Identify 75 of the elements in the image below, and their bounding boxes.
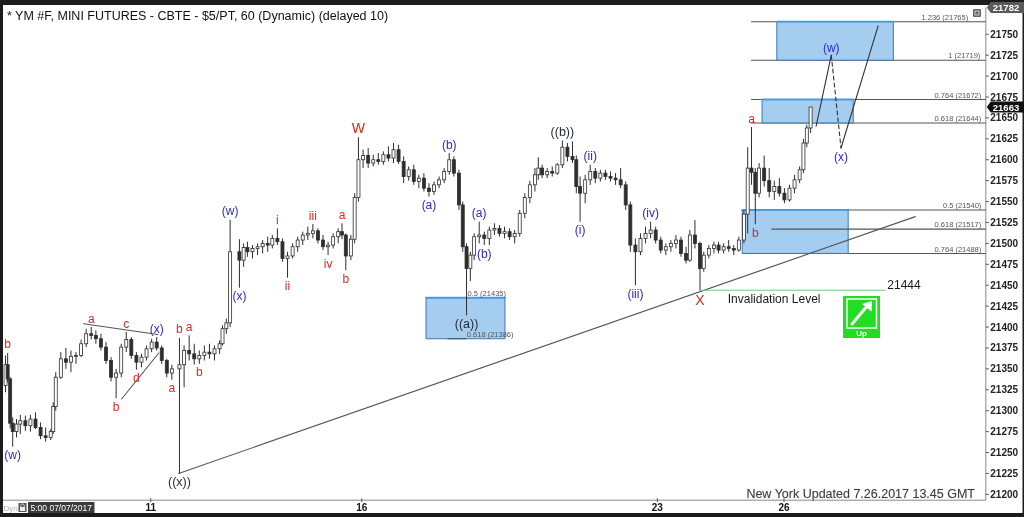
annotation: ((x)): [168, 475, 191, 490]
annotation: iii: [308, 208, 317, 223]
y-tick-label: 21375: [990, 342, 1019, 354]
candlestick: [237, 238, 242, 289]
y-tick-label: 21700: [990, 70, 1019, 82]
chart-title: * YM #F, MINI FUTURES - CBTE - $5/PT, 60 (Dynamic) (delayed 10): [7, 9, 389, 23]
annotation: (iii): [627, 286, 644, 301]
text: 5:00 07/07/2017: [30, 502, 93, 513]
annotation: (w): [221, 204, 239, 219]
y-tick-label: 21300: [990, 405, 1019, 417]
y-tick-label: 21450: [990, 279, 1019, 291]
annotation: (x): [149, 321, 164, 336]
annotation: (b): [476, 246, 492, 261]
annotation: iv: [323, 256, 333, 271]
annotation: (a): [421, 198, 437, 213]
annotation: a: [338, 207, 346, 222]
annotation: (w): [4, 448, 22, 463]
annotation: (iv): [642, 206, 659, 221]
annotation: a: [168, 381, 176, 396]
x-tick-label: 16: [356, 502, 368, 513]
y-tick-label: 21550: [990, 196, 1019, 208]
x-tick-label: 26: [778, 502, 790, 513]
annotation: (ii): [583, 149, 597, 164]
annotation: a: [87, 311, 95, 326]
y-tick-label: 21400: [990, 321, 1019, 333]
annotation: (x): [834, 149, 848, 164]
annotation: b: [112, 399, 120, 414]
y-tick-label: 21250: [990, 447, 1019, 459]
annotation: ((a)): [454, 317, 479, 332]
y-tick-label: 21663: [992, 101, 1020, 113]
data-label: 21444: [887, 278, 922, 293]
annotation: (a): [471, 206, 487, 221]
annotation: X: [695, 291, 706, 308]
y-tick-label: 21750: [990, 28, 1019, 40]
y-tick-label: 21575: [990, 175, 1019, 187]
annotation: W: [351, 119, 366, 136]
annotation: b: [195, 365, 203, 380]
annotation: i: [276, 212, 279, 227]
annotation: c: [123, 316, 130, 331]
y-tick-label: 21650: [990, 112, 1019, 124]
y-tick-label: 21425: [990, 300, 1019, 312]
annotation: (i): [574, 223, 586, 238]
annotation: b: [751, 225, 759, 240]
annotation: b: [176, 322, 184, 337]
x-tick-label: 11: [145, 502, 157, 513]
y-tick-label: 21350: [990, 363, 1019, 375]
text: Dyn: [3, 503, 18, 513]
y-tick-label: 21275: [990, 426, 1019, 438]
annotation: (x): [232, 289, 247, 304]
series-label: Invalidation Level: [727, 291, 821, 306]
y-tick-label: 21200: [990, 488, 1019, 500]
annotation: (w): [822, 41, 840, 56]
annotation: ((b)): [550, 124, 575, 139]
y-tick-label: 21725: [990, 49, 1019, 61]
annotation: (b): [441, 137, 457, 152]
candlestick: [14, 418, 19, 438]
annotation: b: [4, 337, 12, 352]
annotation: New York Updated 7.26.2017 13.45 GMT: [746, 487, 976, 501]
annotation: Up: [856, 328, 867, 338]
y-tick-label: 21625: [990, 133, 1019, 145]
x-tick-label: 23: [651, 502, 664, 513]
y-tick-label: 21475: [990, 258, 1019, 270]
annotation: ii: [284, 279, 291, 294]
annotation: a: [185, 319, 193, 334]
y-tick-label: 21600: [990, 154, 1019, 166]
annotation: b: [342, 271, 350, 286]
candlestick: [169, 364, 174, 381]
y-tick-label: 21325: [990, 384, 1019, 396]
y-tick-label: 21782: [992, 2, 1020, 13]
y-tick-label: 21675: [990, 91, 1019, 103]
candlestick: [177, 337, 182, 474]
y-tick-label: 21500: [990, 237, 1019, 249]
y-tick-label: 21525: [990, 216, 1019, 228]
annotation: a: [748, 111, 756, 126]
y-tick-label: 21225: [990, 467, 1019, 479]
